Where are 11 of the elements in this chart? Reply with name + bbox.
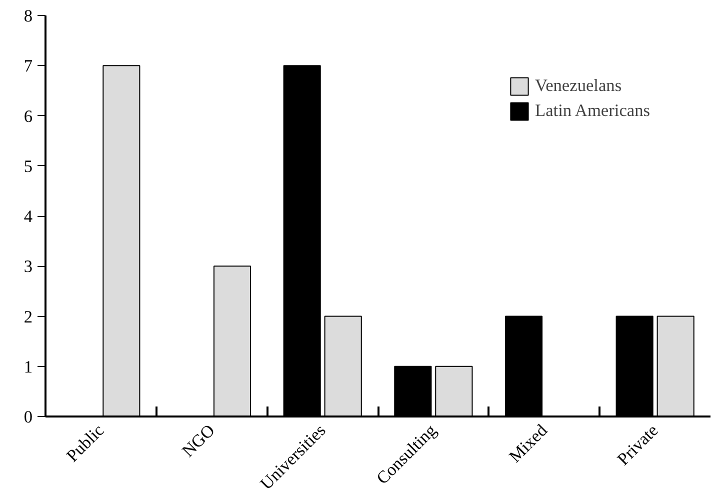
y-tick-label: 1	[24, 357, 33, 376]
y-tick-label: 5	[24, 156, 33, 176]
y-tick-label: 8	[24, 6, 33, 26]
y-tick-label: 2	[24, 307, 33, 326]
y-tick-label: 0	[24, 408, 33, 426]
y-tick-label: 7	[24, 56, 33, 76]
y-tick-label: 3	[24, 257, 33, 276]
y-tick-label: 6	[24, 106, 33, 126]
legend-label: Venezuelans	[534, 76, 622, 96]
y-tick-label: 4	[24, 207, 33, 226]
legend-label: Latin Americans	[534, 101, 650, 121]
